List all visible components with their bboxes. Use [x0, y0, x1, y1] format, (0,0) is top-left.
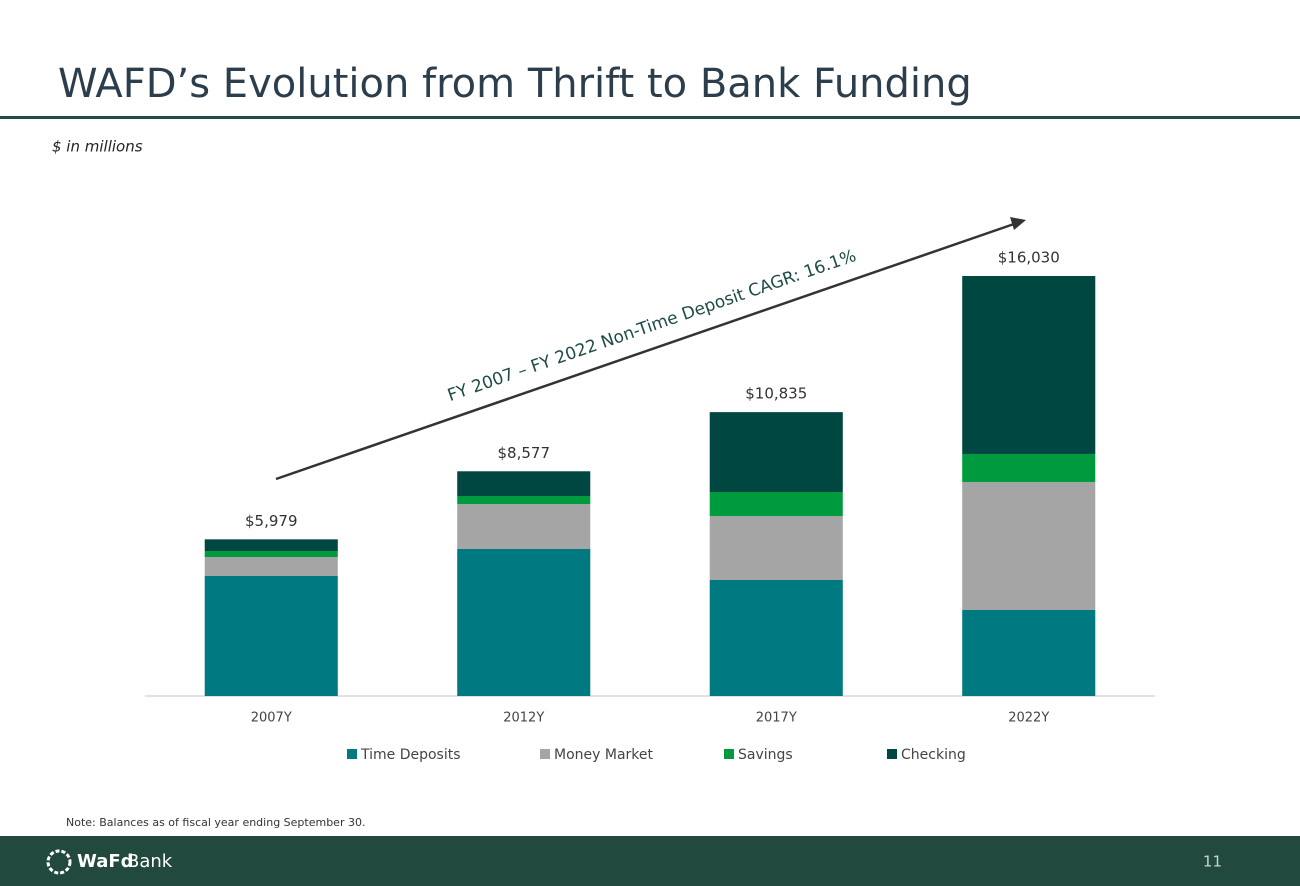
logo-brand: WaFd — [77, 851, 134, 872]
bar-segment — [962, 453, 1096, 482]
bar-segment — [457, 548, 591, 696]
bar-segment — [457, 495, 591, 504]
arrow-head — [1010, 217, 1026, 230]
bar-segment — [204, 539, 338, 552]
bar-segment — [204, 576, 338, 696]
footer-bar — [0, 836, 1300, 886]
page-number: 11 — [1203, 853, 1222, 871]
title-rule — [0, 116, 1300, 119]
bar-segment — [204, 557, 338, 577]
bar-segment — [709, 579, 843, 696]
bar-segment — [962, 481, 1096, 610]
total-label: $5,979 — [245, 512, 298, 530]
legend-label: Checking — [901, 747, 966, 763]
bar-segment — [962, 609, 1096, 696]
bar-segment — [709, 491, 843, 516]
legend-swatch — [347, 749, 357, 759]
bar-segment — [204, 551, 338, 558]
legend-swatch — [724, 749, 734, 759]
bar-segment — [457, 471, 591, 496]
footnote: Note: Balances as of fiscal year ending … — [66, 816, 365, 829]
x-tick-label: 2022Y — [1008, 711, 1049, 726]
bar-segment — [709, 412, 843, 492]
bar-segment — [962, 276, 1096, 454]
slide-title: WAFD’s Evolution from Thrift to Bank Fun… — [58, 61, 972, 107]
x-tick-label: 2017Y — [756, 711, 797, 726]
bar-segment — [709, 515, 843, 580]
total-label: $10,835 — [745, 385, 807, 403]
logo-suffix: Bank — [127, 851, 173, 872]
total-label: $16,030 — [998, 249, 1060, 267]
legend-swatch — [540, 749, 550, 759]
legend-label: Time Deposits — [360, 747, 461, 763]
legend-swatch — [887, 749, 897, 759]
bar-segment — [457, 503, 591, 549]
subtitle: $ in millions — [52, 138, 143, 156]
logo-mark — [46, 849, 72, 875]
logo: WaFd Bank — [46, 849, 173, 875]
x-tick-label: 2007Y — [251, 711, 292, 726]
trend-arrow — [275, 222, 1015, 481]
legend-label: Savings — [738, 747, 793, 763]
total-label: $8,577 — [498, 444, 551, 462]
x-tick-label: 2012Y — [503, 711, 544, 726]
cagr-annotation: FY 2007 – FY 2022 Non-Time Deposit CAGR:… — [445, 246, 859, 406]
legend-label: Money Market — [554, 747, 654, 763]
